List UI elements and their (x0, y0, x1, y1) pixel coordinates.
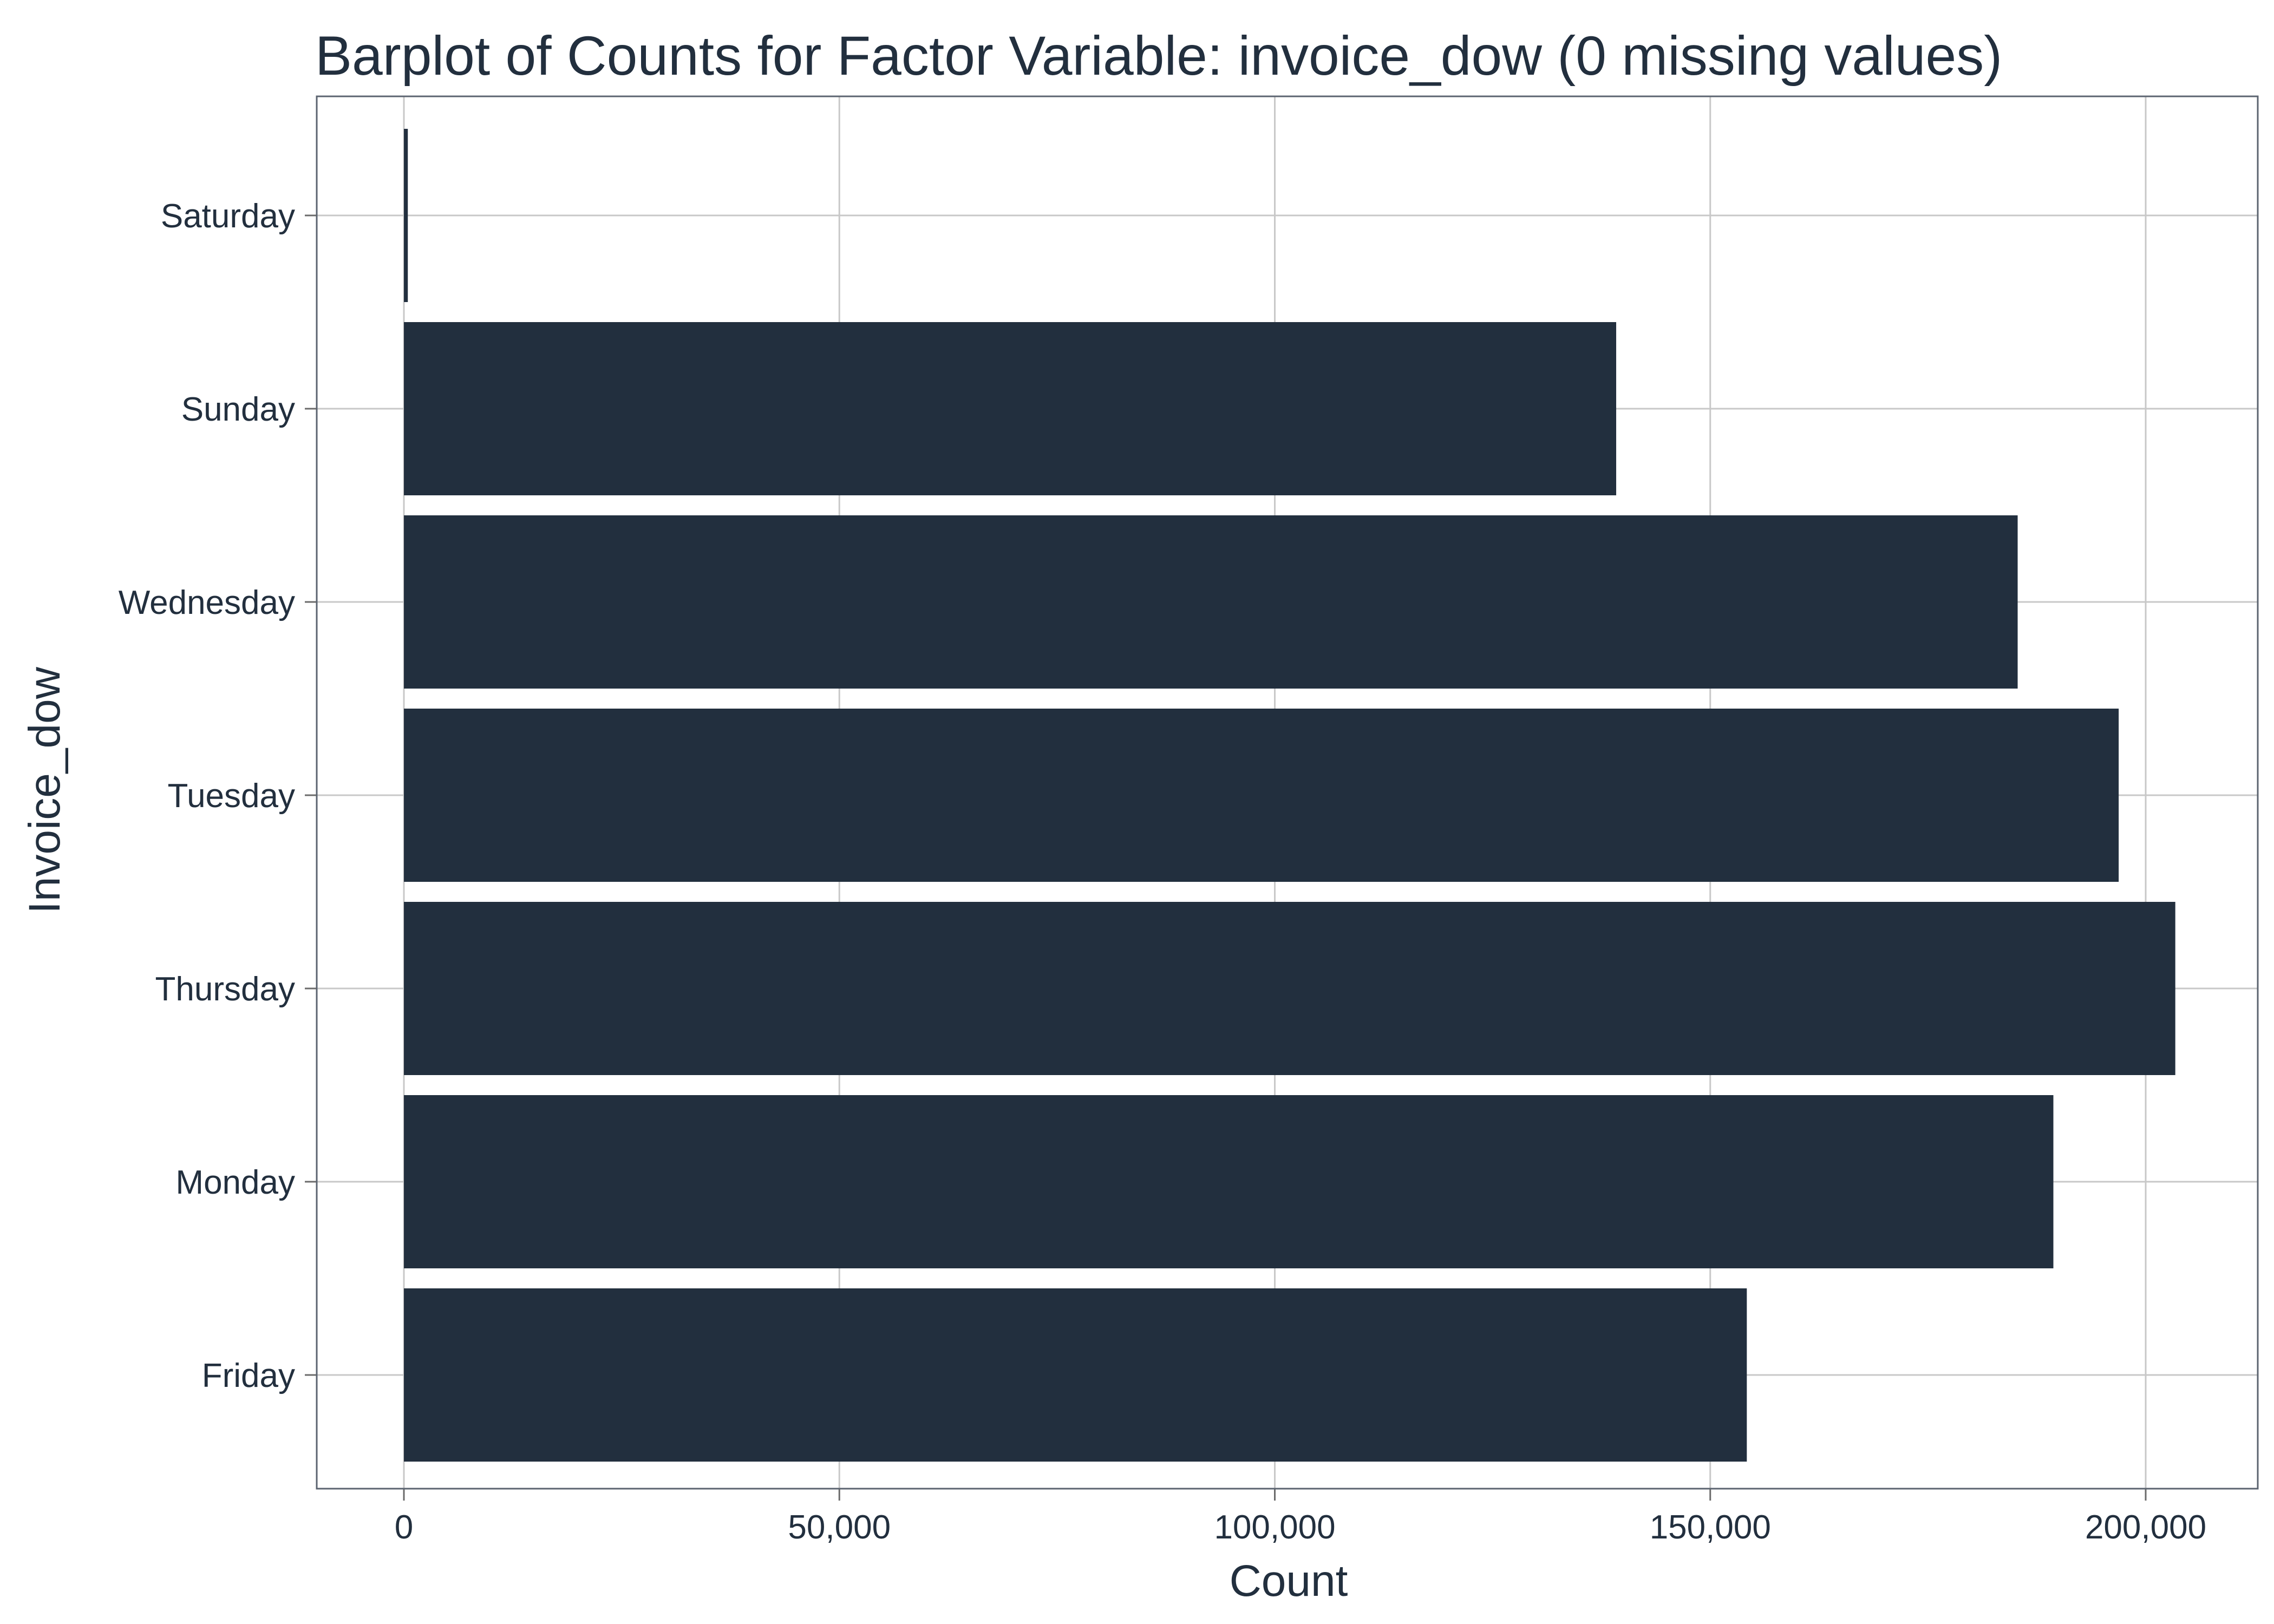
chart-title: Barplot of Counts for Factor Variable: i… (315, 25, 2002, 87)
y-tick-label: Sunday (181, 391, 295, 428)
y-axis-label: Invoice_dow (20, 666, 69, 914)
x-tick-label: 200,000 (2085, 1509, 2206, 1546)
bar-thursday (404, 902, 2175, 1075)
y-tick-label: Friday (202, 1357, 295, 1394)
ticks (305, 214, 2147, 1501)
y-axis-tick-labels: Saturday Sunday Wednesday Tuesday Thursday Mo… (119, 198, 295, 1394)
y-tick-label: Wednesday (119, 584, 295, 621)
bar-wednesday (404, 515, 2018, 689)
bar-tuesday (404, 709, 2119, 882)
plot-panel-border (316, 95, 2259, 1490)
y-tick-label: Tuesday (168, 777, 296, 815)
bars (404, 129, 2175, 1462)
y-tick-label: Saturday (161, 198, 295, 235)
y-tick-label: Thursday (155, 971, 295, 1008)
x-tick-label: 50,000 (788, 1509, 891, 1546)
y-tick-label: Monday (175, 1164, 295, 1201)
bar-sunday (404, 322, 1617, 495)
x-tick-label: 150,000 (1650, 1509, 1771, 1546)
bar-friday (404, 1288, 1747, 1462)
x-tick-label: 0 (395, 1509, 413, 1546)
bar-monday (404, 1095, 2054, 1268)
x-tick-label: 100,000 (1214, 1509, 1335, 1546)
bar-saturday (404, 129, 408, 302)
x-axis-label: Count (1230, 1556, 1348, 1606)
x-axis-tick-labels: 0 50,000 100,000 150,000 200,000 (395, 1509, 2206, 1546)
